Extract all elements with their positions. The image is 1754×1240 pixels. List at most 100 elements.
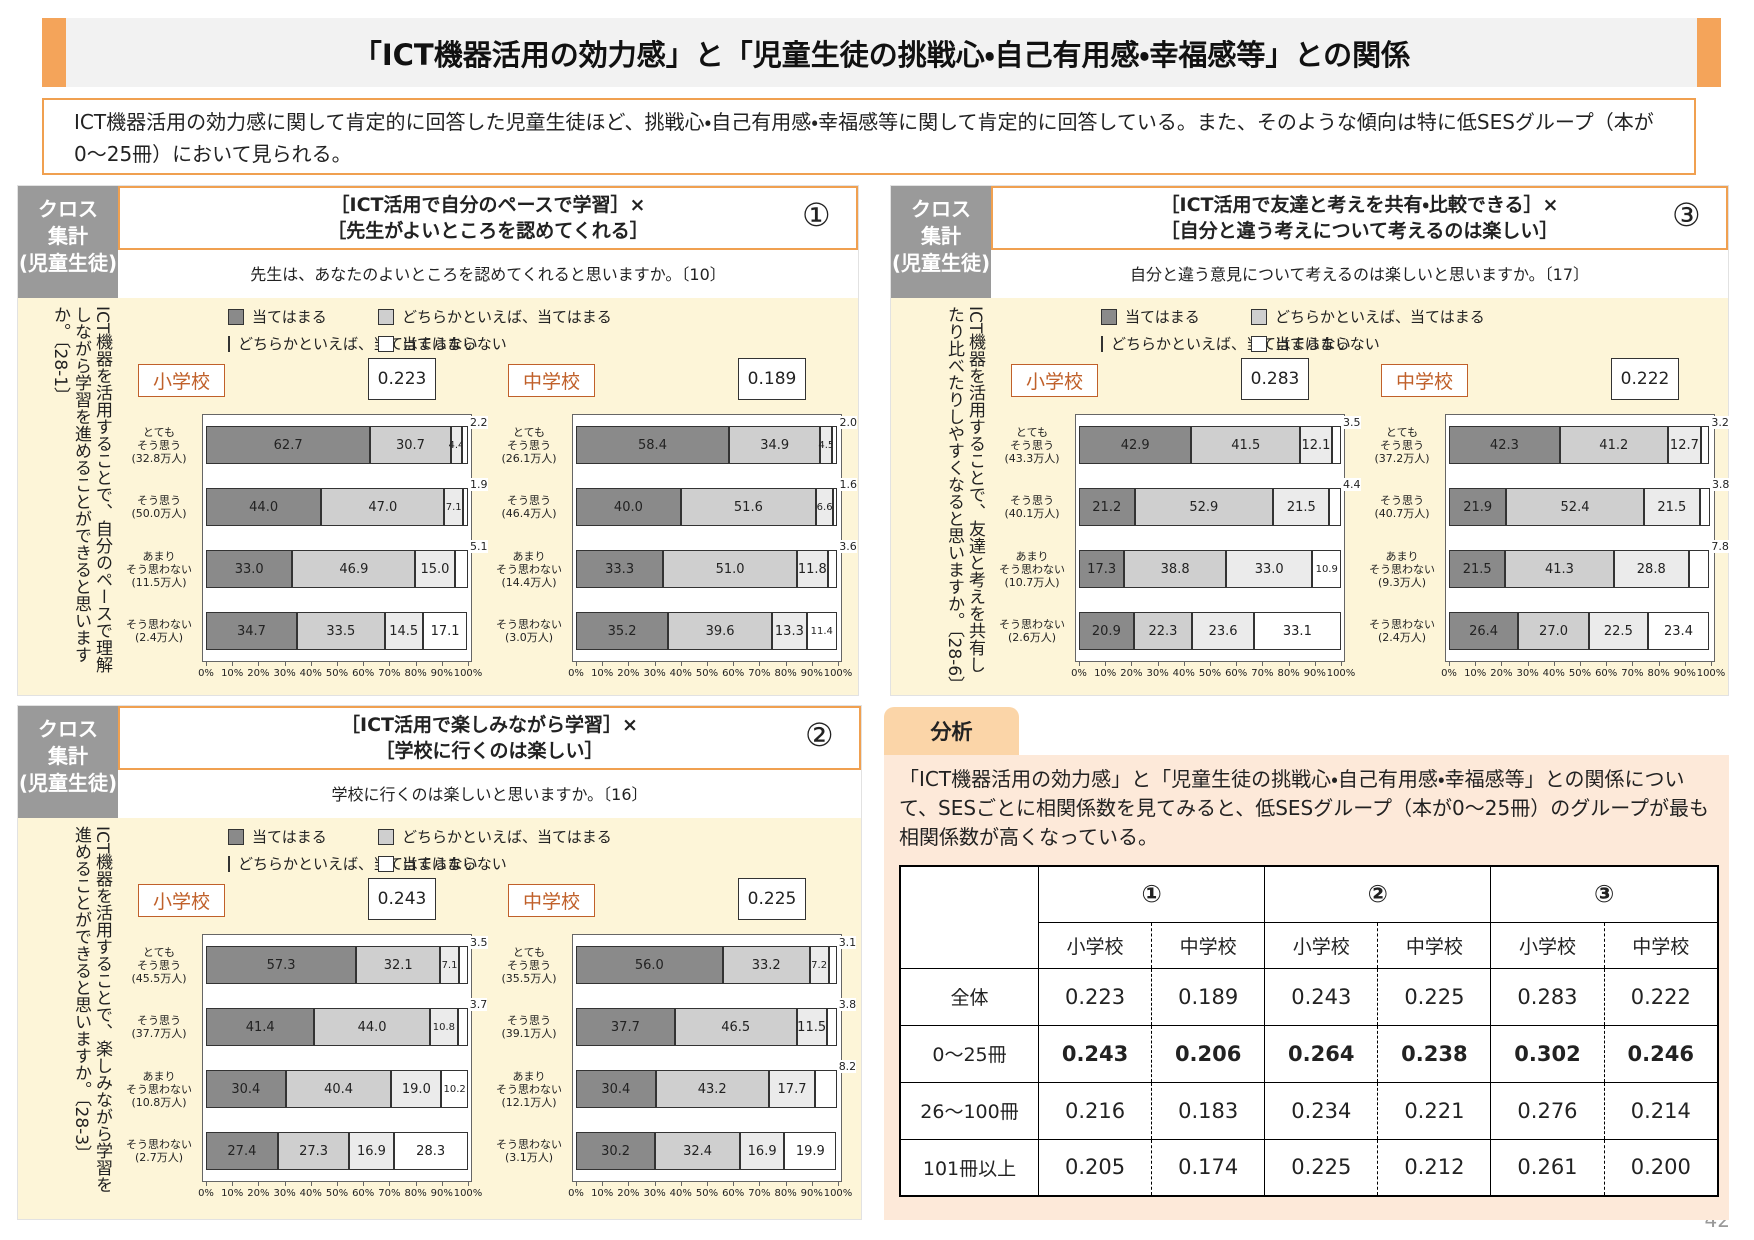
school-header: 小学校 [1264,921,1378,969]
x-tick-label: 60% [722,1188,745,1199]
x-tick-label: 10% [221,668,244,679]
value-label: 51.6 [733,499,763,515]
x-tick-label: 40% [299,1188,322,1199]
legend-swatch [228,855,230,872]
x-tick-label: 50% [1568,668,1592,679]
value-label: 22.5 [1603,623,1633,639]
value-label: 42.9 [1120,437,1150,453]
bar-segment [462,426,468,464]
bar-segment [1613,550,1689,588]
value-label: 14.5 [389,623,419,639]
x-tick-label: 20% [617,1188,640,1199]
value-label: 38.8 [1160,561,1190,577]
tick-mark [415,662,417,666]
tick-mark [1314,662,1316,666]
bar-segment [680,488,816,526]
x-tick-label: 70% [1621,668,1644,679]
value-label: 40.0 [613,499,643,515]
x-tick-label: 60% [1595,668,1618,679]
heading: ［ICT活用で友達と考えを共有・比較できる］× ［自分と違う考えについて考えるの… [1160,194,1559,242]
table-cell: 0.264 [1264,1024,1378,1083]
value-label: 56.0 [634,957,664,973]
x-tick-label: 40% [1542,668,1565,679]
x-tick-label: 30% [273,1188,296,1199]
summary: ICT機器活用の効力感に関して肯定的に回答した児童生徒ほど、挑戦心・自己有用感・… [74,110,1654,166]
category-label: そう思わない (2.4万人) [1369,618,1435,644]
bar-segment [674,1008,797,1046]
chart: 小学校 0.223 とても そう思う (32.8万人) 62.7 30.7 4.4 2.2 そ… [118,358,488,704]
tick-mark [1606,662,1608,666]
legend: 当てはまる どちらかといえば、当てはまる どちらかといえば、当てはまらない 当てはまら… [228,306,708,354]
legend-item: どちらかといえば、当てはまらない [228,333,478,354]
value-label: 30.7 [396,437,425,453]
tick-mark [310,662,312,666]
value-label: 35.2 [607,623,637,639]
tick-mark [1711,662,1712,666]
school-header: 中学校 [1151,921,1266,969]
bar-segment [415,550,455,588]
legend-item: 当てはまらない [1251,333,1581,354]
bar-segment [827,550,838,588]
legend-swatch [228,828,244,845]
heading: ［ICT活用で自分のペースで学習］× ［先生がよいところを認めてくれる］ [327,194,649,242]
value-label: 27.0 [1539,623,1568,639]
table-cell: 0.234 [1264,1081,1378,1140]
bar-segment [1079,550,1125,588]
category-label: あまり そう思わない (9.3万人) [1369,549,1435,589]
legend-label: どちらかといえば、当てはまる [402,828,612,846]
panel: クロス 集計 (児童生徒) ［ICT活用で自分のペースで学習］× ［先生がよいとこ… [17,185,859,696]
value-label: 3.8 [1711,478,1730,491]
bar-segment [796,1008,827,1046]
bar-segment [422,612,468,650]
table-cell: 0.243 [1037,1024,1152,1083]
tick-mark [733,1182,735,1186]
x-tick-label: 20% [1120,668,1143,679]
bar-segment [1643,488,1700,526]
table-cell: 0.214 [1603,1081,1719,1140]
table-cell: 0.276 [1490,1081,1605,1140]
x-tick-label: 60% [1225,668,1248,679]
value-label: 41.4 [245,1019,275,1035]
bar-segment [1688,550,1710,588]
legend-item: 当てはまる [228,826,378,847]
legend-item: 当てはまらない [378,853,708,874]
table-row: 0～25冊 0.243 0.206 0.264 0.238 0.302 0.246 [899,1024,1719,1083]
bar-segment [391,1070,442,1108]
tick-mark [785,662,787,666]
tick-mark [232,662,234,666]
tick-mark [811,1182,813,1186]
x-tick-label: 80% [1277,668,1300,679]
table-cell: 0.225 [1264,1138,1378,1197]
tick-mark [337,1182,338,1186]
x-tick-label: 80% [774,668,797,679]
value-label: 39.6 [705,623,735,639]
tick-mark [284,662,286,666]
category-label: あまり そう思わない (10.8万人) [126,1069,192,1109]
bar-segment [206,1070,286,1108]
x-tick-label: 30% [643,1188,666,1199]
bar-segment [1506,488,1644,526]
value-label: 58.4 [638,437,667,453]
tick-mark [310,1182,312,1186]
category-label: そう思う (50.0万人) [131,494,187,520]
tick-mark [1527,662,1529,666]
group-header: ① [1037,865,1266,923]
panel-number: ① [802,196,831,234]
legend-swatch [1251,335,1267,352]
tick-mark [1475,662,1477,666]
tick-mark [1262,662,1264,666]
x-tick-label: 30% [273,668,296,679]
tick-mark [232,1182,234,1186]
bar-segment [815,488,834,526]
school-label: 小学校 [138,364,226,397]
legend: 当てはまる どちらかといえば、当てはまる どちらかといえば、当てはまらない 当てはまら… [228,826,708,874]
value-label: 17.3 [1087,561,1117,577]
x-tick-label: 100% [823,668,853,679]
tick-mark [1632,662,1634,666]
x-tick-label: 60% [722,668,745,679]
heading-box: ［ICT活用で自分のペースで学習］× ［先生がよいところを認めてくれる］ ① [118,186,858,250]
bar-segment [206,426,371,464]
value-label: 3.5 [470,936,488,949]
value-label: 21.5 [1657,499,1687,515]
x-tick-label: 10% [221,1188,244,1199]
